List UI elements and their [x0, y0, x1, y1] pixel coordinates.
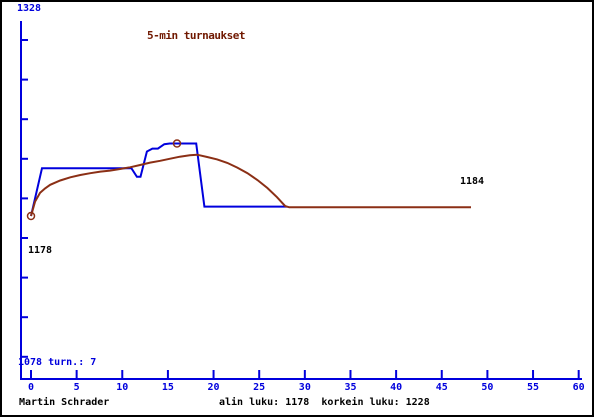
- x-tick-label: 5: [73, 382, 80, 393]
- rating-line: [30, 142, 287, 217]
- x-tick-label: 55: [527, 382, 540, 393]
- extreme-point-marker: [172, 139, 182, 148]
- chart-title: 5-min turnaukset: [147, 29, 245, 42]
- x-tick-label: 40: [390, 382, 403, 393]
- x-tick-label: 20: [207, 382, 220, 393]
- extreme-point-marker: [26, 211, 36, 221]
- x-tick-label: 45: [435, 382, 448, 393]
- x-tick-label: 60: [572, 382, 585, 393]
- end-value-annotation: 1184: [460, 176, 485, 187]
- trend-line: [30, 153, 471, 217]
- player-name: Martin Schrader: [19, 397, 110, 408]
- x-tick-label: 15: [161, 382, 174, 393]
- y-axis-min-and-tournaments-label: 1078 turn.: 7: [18, 357, 97, 368]
- x-tick-label: 50: [481, 382, 494, 393]
- y-axis-max-label: 1328: [17, 3, 42, 14]
- footer-stats: alin luku: 1178 korkein luku: 1228: [219, 397, 430, 408]
- x-tick-label: 0: [27, 382, 35, 393]
- x-tick-label: 35: [344, 382, 357, 393]
- x-tick-label: 25: [253, 382, 266, 393]
- x-tick-label: 30: [298, 382, 311, 393]
- start-value-annotation: 1178: [28, 245, 53, 256]
- x-tick-label: 10: [116, 382, 129, 393]
